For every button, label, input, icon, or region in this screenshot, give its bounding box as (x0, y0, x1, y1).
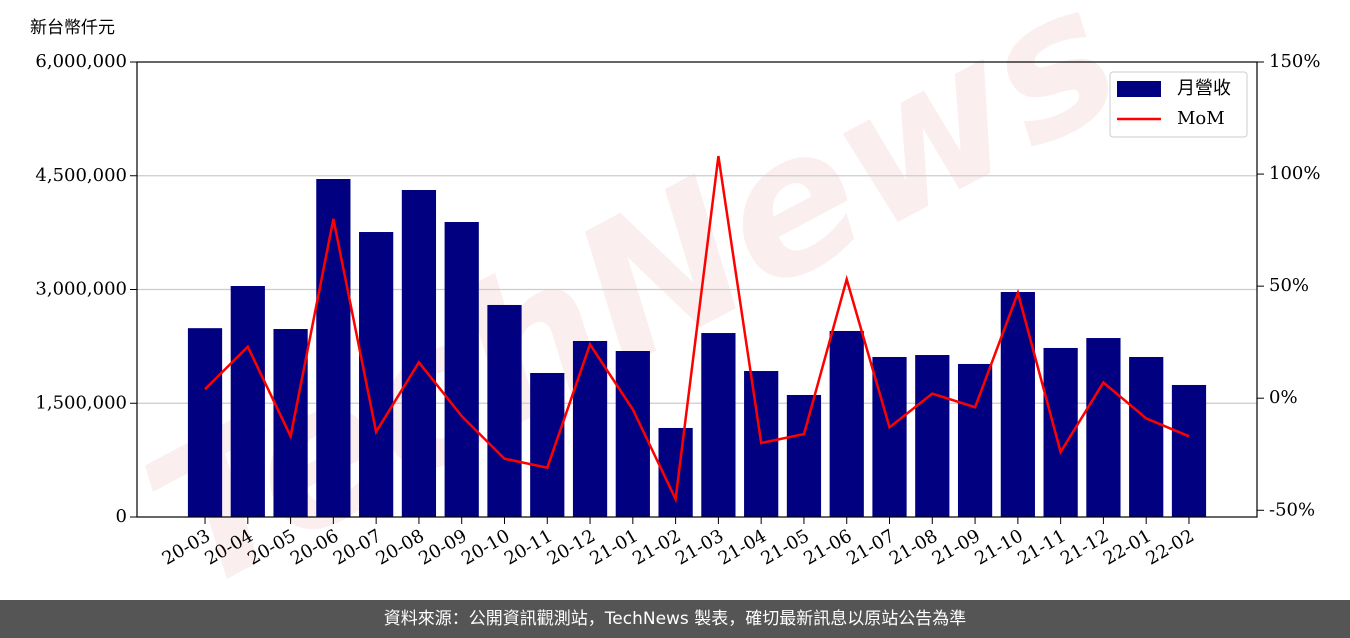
x-tick-label: 20-11 (501, 525, 556, 569)
bar (572, 340, 608, 517)
y2-tick-label: 100% (1269, 163, 1320, 184)
x-tick-label: 20-09 (415, 525, 470, 569)
x-tick-label: 20-10 (458, 525, 513, 569)
y-tick-label: 1,500,000 (35, 392, 127, 413)
bar (487, 304, 522, 517)
legend-label: MoM (1177, 108, 1225, 129)
bar (1129, 356, 1164, 517)
y-tick-label: 3,000,000 (35, 279, 127, 300)
x-tick-label: 21-12 (1057, 525, 1112, 569)
legend-label: 月營收 (1177, 78, 1231, 99)
y2-tick-label: 150% (1269, 51, 1320, 72)
bar (872, 356, 907, 517)
y-axis-label: 新台幣仟元 (30, 18, 115, 38)
bar (401, 190, 437, 518)
bar (530, 372, 565, 517)
y2-tick-label: 50% (1269, 275, 1309, 296)
bar (187, 328, 223, 517)
x-tick-label: 21-03 (672, 525, 727, 569)
bar (957, 363, 993, 517)
y-tick-label: 0 (116, 506, 127, 527)
x-tick-label: 21-07 (843, 525, 898, 569)
line (204, 155, 1190, 504)
x-tick-label: 21-05 (758, 525, 813, 569)
x-tick-label: 21-04 (715, 525, 770, 569)
bar (701, 333, 736, 517)
x-tick-label: 21-08 (886, 525, 941, 569)
bar (1000, 292, 1035, 517)
x-tick-label: 20-12 (544, 525, 599, 569)
x-tick-label: 22-02 (1143, 525, 1198, 569)
bar (273, 329, 308, 517)
plot-frame (136, 61, 1258, 518)
x-tick-label: 21-11 (1014, 525, 1069, 569)
bar (1171, 384, 1207, 517)
y-tick-label: 6,000,000 (35, 51, 127, 72)
footer-bar (0, 600, 1350, 638)
x-tick-label: 21-02 (629, 525, 684, 569)
y-tick-label: 4,500,000 (35, 165, 127, 186)
legend-swatch (1117, 81, 1161, 97)
bar (1086, 338, 1121, 517)
y2-tick-label: 0% (1269, 387, 1298, 408)
y2-tick-label: -50% (1269, 499, 1315, 520)
bar (786, 394, 822, 517)
x-tick-label: 21-10 (971, 525, 1026, 569)
bar (230, 286, 265, 517)
x-tick-label: 22-01 (1100, 525, 1155, 569)
bar (829, 330, 864, 517)
x-tick-label: 21-09 (929, 525, 984, 569)
bar (444, 222, 479, 517)
bar (316, 179, 351, 517)
x-tick-label: 21-01 (586, 525, 641, 569)
x-tick-label: 21-06 (800, 525, 855, 569)
bar (915, 355, 950, 517)
footer-text: 資料來源：公開資訊觀測站，TechNews 製表，確切最新訊息以原站公告為準 (384, 609, 966, 629)
